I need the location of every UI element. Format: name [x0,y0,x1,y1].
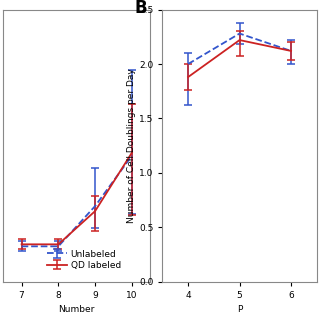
X-axis label: P: P [237,305,242,314]
Text: B: B [134,0,147,17]
X-axis label: Number: Number [59,305,95,314]
Y-axis label: Number of Cell Doublings per Day: Number of Cell Doublings per Day [127,68,136,223]
Legend: Unlabeled, QD labeled: Unlabeled, QD labeled [45,248,123,272]
